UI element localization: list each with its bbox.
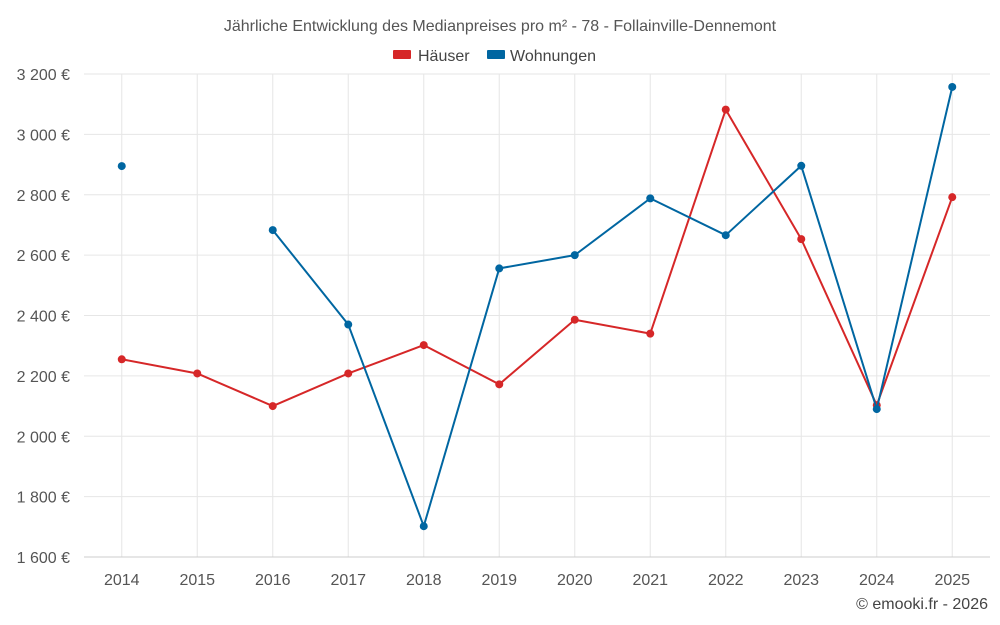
data-point-wohnungen[interactable]: [721, 231, 730, 240]
x-tick-label: 2023: [783, 572, 819, 589]
y-tick-label: 1 600 €: [17, 550, 70, 567]
x-tick-label: 2022: [708, 572, 744, 589]
data-point-wohnungen[interactable]: [268, 226, 277, 235]
x-tick-label: 2024: [859, 572, 895, 589]
y-tick-label: 3 000 €: [17, 127, 70, 144]
y-tick-label: 2 800 €: [17, 188, 70, 205]
data-point-haeuser[interactable]: [797, 235, 806, 244]
data-point-haeuser[interactable]: [344, 369, 353, 378]
legend-label-wohnungen[interactable]: Wohnungen: [510, 48, 596, 65]
y-tick-label: 2 200 €: [17, 369, 70, 386]
chart-credit: © emooki.fr - 2026: [856, 596, 988, 613]
legend: Häuser Wohnungen: [393, 48, 596, 65]
data-point-wohnungen[interactable]: [344, 320, 353, 329]
data-point-wohnungen[interactable]: [948, 82, 957, 91]
data-point-haeuser[interactable]: [948, 193, 957, 202]
legend-swatch-haeuser[interactable]: [393, 50, 411, 59]
x-tick-label: 2020: [557, 572, 593, 589]
data-point-wohnungen[interactable]: [797, 161, 806, 170]
y-tick-label: 2 400 €: [17, 309, 70, 326]
y-tick-label: 2 600 €: [17, 248, 70, 265]
x-axis: 2014 2015 2016 2017 2018 2019 2020 2021 2022 2023…: [84, 556, 990, 589]
legend-label-haeuser[interactable]: Häuser: [418, 48, 470, 65]
data-point-haeuser[interactable]: [495, 380, 504, 389]
x-tick-label: 2014: [104, 572, 140, 589]
data-point-haeuser[interactable]: [646, 329, 655, 338]
data-point-haeuser[interactable]: [117, 355, 126, 364]
x-tick-label: 2015: [179, 572, 215, 589]
legend-swatch-wohnungen[interactable]: [487, 50, 505, 59]
data-point-haeuser[interactable]: [570, 315, 579, 324]
x-tick-label: 2019: [481, 572, 517, 589]
data-point-haeuser[interactable]: [721, 105, 730, 114]
chart-title: Jährliche Entwicklung des Medianpreises …: [224, 18, 777, 35]
data-point-wohnungen[interactable]: [495, 264, 504, 273]
series-line-haeuser: [121, 108, 954, 408]
data-point-haeuser[interactable]: [419, 341, 428, 350]
data-point-wohnungen[interactable]: [570, 251, 579, 260]
data-point-wohnungen[interactable]: [872, 405, 881, 414]
series: [117, 82, 957, 531]
x-tick-label: 2018: [406, 572, 442, 589]
data-point-wohnungen[interactable]: [419, 522, 428, 531]
y-axis: 1 600 € 1 800 € 2 000 € 2 200 € 2 400 € 2 600…: [17, 67, 70, 567]
x-tick-label: 2017: [330, 572, 366, 589]
grid: [84, 73, 990, 558]
data-point-wohnungen[interactable]: [646, 194, 655, 203]
x-tick-label: 2025: [934, 572, 970, 589]
x-tick-label: 2021: [632, 572, 668, 589]
data-point-wohnungen[interactable]: [117, 162, 126, 171]
y-tick-label: 2 000 €: [17, 429, 70, 446]
data-point-haeuser[interactable]: [268, 402, 277, 411]
data-point-haeuser[interactable]: [193, 369, 202, 378]
y-tick-label: 3 200 €: [17, 67, 70, 84]
y-tick-label: 1 800 €: [17, 490, 70, 507]
x-tick-label: 2016: [255, 572, 291, 589]
series-line-wohnungen: [271, 86, 954, 528]
